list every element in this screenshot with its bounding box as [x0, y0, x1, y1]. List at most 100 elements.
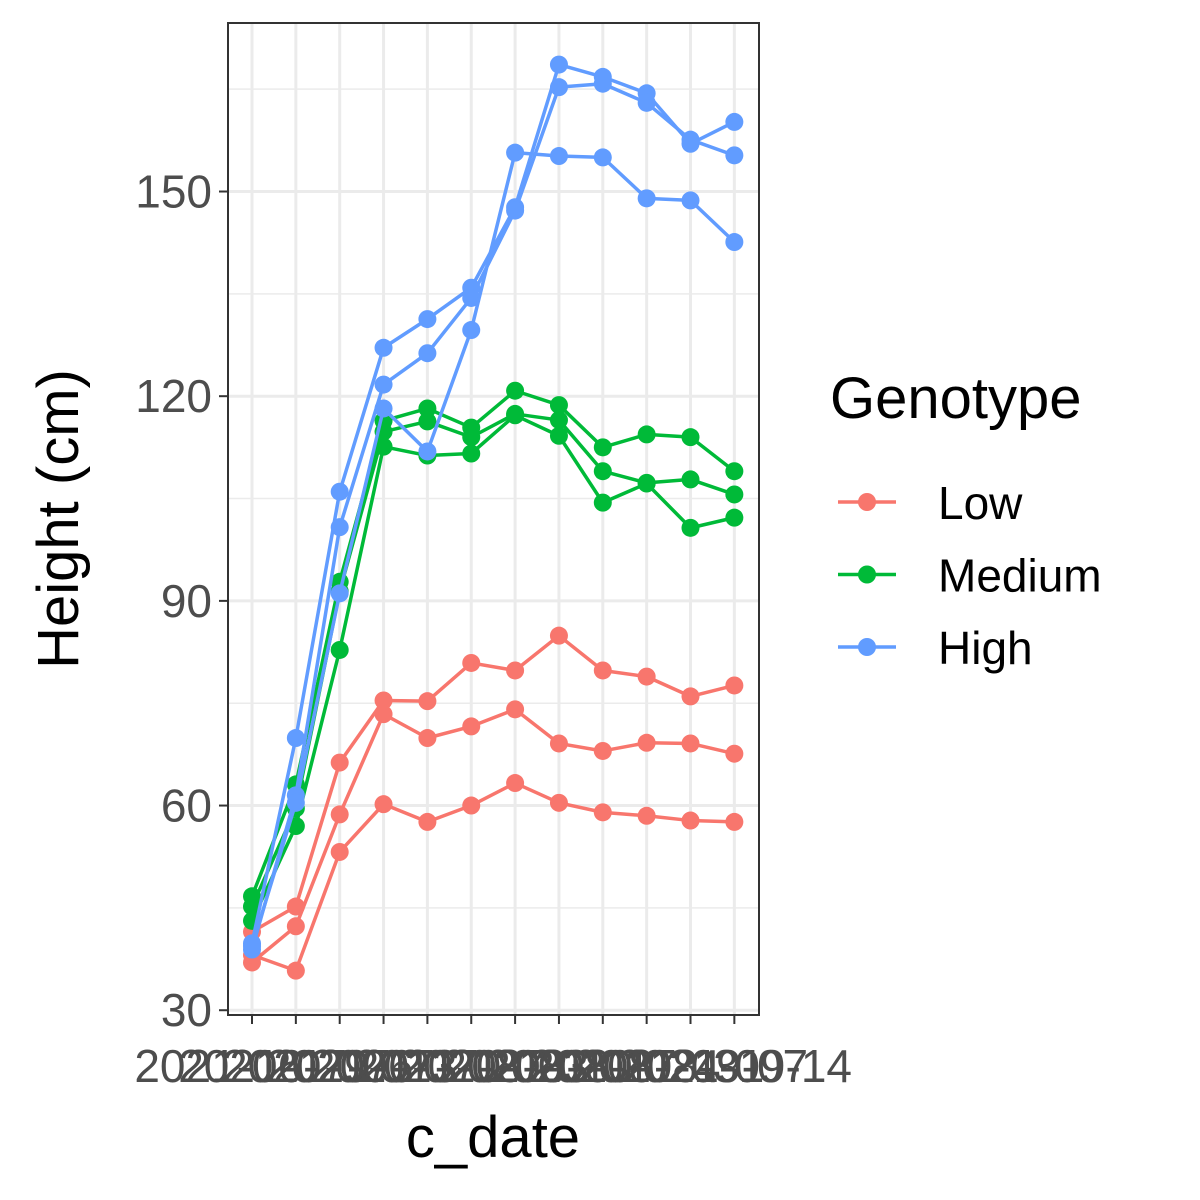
data-point [462, 444, 481, 463]
y-tick-label: 30 [161, 984, 212, 1036]
legend-item-low: Low [838, 477, 1023, 529]
x-tick-label: 2021-08-03 [354, 1040, 589, 1092]
series-high-8 [243, 74, 744, 959]
data-point [462, 653, 481, 672]
x-tick-label: 2021-08-31 [529, 1040, 764, 1092]
data-point [462, 288, 481, 307]
data-point [330, 482, 349, 501]
legend-label: Low [938, 477, 1023, 529]
data-point [506, 381, 525, 400]
y-axis: 30 60 90 120 150 [135, 166, 228, 1036]
legend: Genotype Low Medium High [830, 366, 1102, 674]
data-point [506, 661, 525, 680]
data-point [725, 485, 744, 504]
data-point [637, 474, 656, 493]
x-axis-title: c_date [406, 1105, 580, 1170]
y-axis-title: Height (cm) [26, 369, 91, 669]
data-point [462, 321, 481, 340]
x-axis: 2021-06-292021-07-062021-07-132021-07-20… [134, 1015, 852, 1092]
data-point [374, 795, 393, 814]
data-point [506, 143, 525, 162]
data-point [506, 700, 525, 719]
data-point [725, 146, 744, 165]
data-point [593, 74, 612, 93]
series-high-9 [243, 143, 744, 956]
data-point [330, 518, 349, 537]
series-line [250, 413, 735, 922]
data-point [593, 493, 612, 512]
data-point [593, 803, 612, 822]
x-tick-label: 2021-07-13 [222, 1040, 457, 1092]
data-point [374, 338, 393, 357]
legend-title: Genotype [830, 366, 1082, 431]
data-point [286, 729, 305, 748]
data-point [725, 233, 744, 252]
legend-label: High [938, 622, 1033, 674]
data-point [637, 733, 656, 752]
x-tick-label: 2021-08-10 [397, 1040, 632, 1092]
series-layer [243, 55, 744, 980]
data-point [462, 796, 481, 815]
data-point [374, 691, 393, 710]
x-tick-label: 2021-07-27 [310, 1040, 545, 1092]
data-point [725, 462, 744, 481]
data-point [330, 805, 349, 824]
data-point [681, 470, 700, 489]
data-point [418, 442, 437, 461]
data-point [549, 793, 568, 812]
plot-background [228, 23, 759, 1015]
data-point [593, 438, 612, 457]
data-point [681, 428, 700, 447]
data-point [418, 412, 437, 431]
data-point [549, 147, 568, 166]
legend-item-medium: Medium [838, 550, 1102, 602]
legend-key-point [858, 638, 876, 656]
data-point [418, 399, 437, 418]
data-point [549, 734, 568, 753]
data-point [593, 462, 612, 481]
data-point [549, 396, 568, 415]
plot-border [227, 22, 760, 1016]
data-point [506, 201, 525, 220]
data-point [725, 508, 744, 527]
data-point [681, 518, 700, 537]
x-tick-label: 2021-06-29 [134, 1040, 369, 1092]
data-point [418, 310, 437, 329]
data-point [374, 399, 393, 418]
data-point [549, 411, 568, 430]
data-point [593, 661, 612, 680]
data-point [725, 112, 744, 131]
data-point [418, 729, 437, 748]
x-tick-label: 2021-09-07 [573, 1040, 808, 1092]
y-tick-label: 60 [161, 780, 212, 832]
y-tick-label: 120 [135, 370, 212, 422]
x-tick-label: 2021-08-17 [441, 1040, 676, 1092]
x-tick-label: 2021-07-06 [178, 1040, 413, 1092]
data-point [330, 584, 349, 603]
data-point [418, 344, 437, 363]
data-point [593, 741, 612, 760]
data-point [374, 375, 393, 394]
data-point [681, 734, 700, 753]
data-point [462, 428, 481, 447]
data-point [286, 917, 305, 936]
data-point [637, 425, 656, 444]
x-tick-label: 2021-09-14 [617, 1040, 852, 1092]
data-point [681, 687, 700, 706]
data-point [549, 426, 568, 445]
series-line [250, 81, 735, 950]
data-point [506, 774, 525, 793]
series-low-1 [243, 626, 744, 941]
data-point [330, 842, 349, 861]
data-point [637, 667, 656, 686]
legend-item-high: High [838, 622, 1033, 674]
x-tick-label: 2021-08-24 [485, 1040, 720, 1092]
legend-key-point [858, 565, 876, 584]
data-point [681, 130, 700, 149]
data-point [725, 676, 744, 695]
legend-key-point [858, 493, 876, 511]
data-point [549, 626, 568, 645]
data-point [549, 55, 568, 74]
data-point [374, 437, 393, 456]
